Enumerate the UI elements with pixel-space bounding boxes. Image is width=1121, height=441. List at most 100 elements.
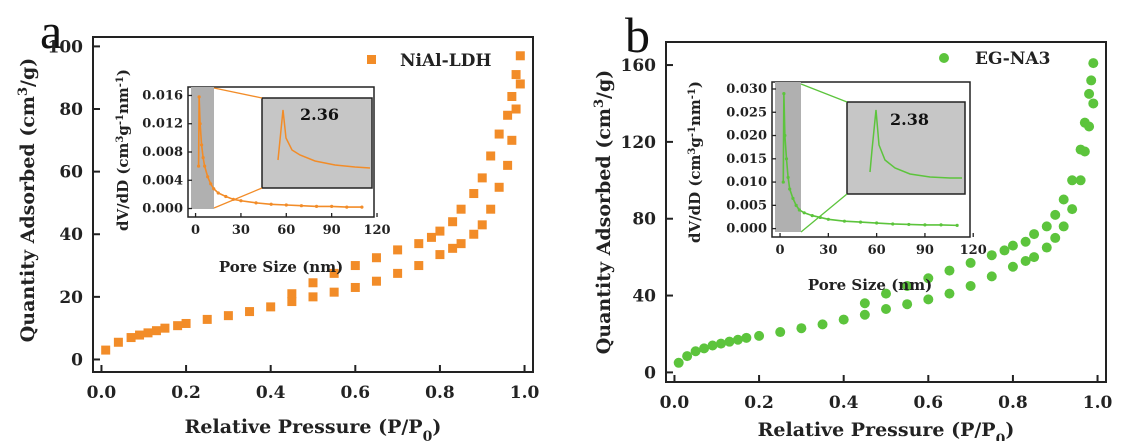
adsorption-point [126, 333, 136, 343]
adsorption-point [965, 280, 976, 291]
panel-a-x-axis-label: Relative Pressure (P/P0) [185, 416, 442, 441]
panel-b-legend-label: EG-NA3 [975, 49, 1050, 69]
x-tick-label: 0.0 [87, 383, 117, 403]
inset-psd-point [330, 204, 334, 209]
inset-x-tick-label: 0 [191, 223, 200, 238]
adsorption-point [151, 326, 161, 336]
adsorption-point [754, 330, 765, 341]
inset-x-tick-label: 120 [363, 223, 390, 238]
inset-y-tick-label: 0.020 [726, 129, 767, 144]
inset-y-tick-label: 0.004 [142, 173, 183, 188]
inset-psd-point [782, 92, 786, 96]
panel-b-zoom-connector-bottom [800, 193, 848, 233]
inset-psd-point [360, 205, 364, 209]
panel-a-data-points [101, 51, 525, 355]
inset-x-tick-label: 0 [776, 243, 785, 258]
inset-psd-point [891, 222, 895, 226]
inset-x-tick-label: 60 [277, 223, 295, 238]
adsorption-point [944, 288, 955, 299]
inset-psd-point [939, 223, 943, 227]
inset-y-tick-label: 0.000 [726, 222, 767, 237]
desorption-point [486, 151, 496, 161]
adsorption-point [511, 104, 521, 114]
panel-a-inset-y-axis-label: dV/dD (cm3g-1nm-1) [114, 69, 132, 231]
inset-psd-point [206, 175, 210, 179]
adsorption-point [1029, 252, 1040, 263]
adsorption-point [173, 321, 183, 331]
desorption-point [448, 217, 458, 227]
panel-b-inset-shade [775, 82, 801, 232]
y-tick-label: 80 [59, 100, 83, 120]
panel-b-inset-y-ticks: 0.000 0.005 0.010 0.015 0.020 0.025 0.030 [726, 82, 776, 237]
inset-x-tick-label: 30 [232, 223, 250, 238]
inset-psd-point [239, 199, 243, 203]
x-tick-label: 0.6 [341, 383, 371, 403]
x-tick-label: 1.0 [1083, 393, 1113, 413]
adsorption-point [448, 243, 458, 253]
adsorption-point [817, 319, 828, 330]
desorption-point [923, 273, 934, 284]
x-tick-label: 0.4 [256, 383, 286, 403]
adsorption-point [699, 343, 710, 354]
desorption-point [371, 253, 381, 263]
inset-psd-point [196, 164, 201, 168]
desorption-point [511, 70, 521, 80]
inset-psd-point [269, 202, 273, 206]
panel-a-inset-x-axis-label: Pore Size (nm) [219, 258, 343, 276]
adsorption-point [414, 261, 424, 271]
inset-x-tick-label: 60 [868, 243, 886, 258]
panel-label-b: b [625, 7, 650, 63]
adsorption-point [160, 323, 170, 333]
adsorption-point [435, 250, 445, 260]
desorption-point [503, 110, 513, 120]
panel-a-inset: 2.36 0.000 0.004 0.008 0.012 0.016 0 30 60 90 12… [114, 69, 391, 276]
adsorption-point [223, 311, 233, 321]
inset-psd-point [955, 223, 959, 227]
inset-psd-point [907, 222, 911, 227]
inset-psd-point [231, 197, 235, 201]
panel-a-zoom-connector-bottom [213, 187, 263, 209]
adsorption-point [1020, 255, 1031, 266]
y-tick-label: 160 [621, 56, 657, 76]
adsorption-point [1067, 204, 1078, 215]
inset-x-tick-label: 120 [960, 243, 987, 258]
adsorption-point [859, 309, 870, 320]
y-tick-label: 80 [632, 210, 656, 230]
y-tick-label: 40 [59, 225, 83, 245]
desorption-point [1007, 240, 1018, 251]
y-tick-label: 60 [59, 163, 83, 183]
y-tick-label: 0 [71, 350, 83, 370]
panel-a-inset-y-ticks: 0.000 0.004 0.008 0.012 0.016 [142, 88, 192, 217]
inset-psd-point [198, 122, 202, 126]
inset-psd-point [923, 223, 927, 227]
inset-y-tick-label: 0.012 [142, 117, 183, 132]
desorption-point [477, 173, 487, 183]
desorption-point [329, 268, 339, 278]
inset-psd-point [783, 133, 787, 138]
x-tick-label: 1.0 [510, 383, 540, 403]
adsorption-point [393, 268, 403, 278]
inset-psd-point [784, 157, 789, 161]
adsorption-point [775, 327, 786, 338]
adsorption-point [287, 297, 297, 307]
desorption-point [1075, 144, 1086, 155]
adsorption-point [673, 357, 684, 368]
adsorption-point [682, 351, 693, 362]
x-tick-label: 0.8 [425, 383, 455, 403]
panel-b-inset-x-axis-label: Pore Size (nm) [808, 276, 932, 294]
y-tick-label: 100 [48, 37, 84, 57]
adsorption-point [796, 323, 807, 334]
desorption-point [515, 51, 525, 61]
adsorption-point [469, 229, 479, 239]
inset-psd-point [200, 143, 204, 147]
x-tick-label: 0.0 [660, 393, 690, 413]
inset-y-tick-label: 0.025 [726, 105, 767, 120]
adsorption-point [923, 294, 934, 305]
adsorption-point [716, 338, 726, 349]
panel-a-zoom-curve [277, 109, 371, 169]
inset-psd-point [842, 219, 847, 223]
adsorption-point [724, 336, 735, 347]
panel-a-peak-label: 2.36 [300, 105, 339, 124]
adsorption-point [266, 302, 276, 312]
inset-psd-point [203, 164, 207, 168]
